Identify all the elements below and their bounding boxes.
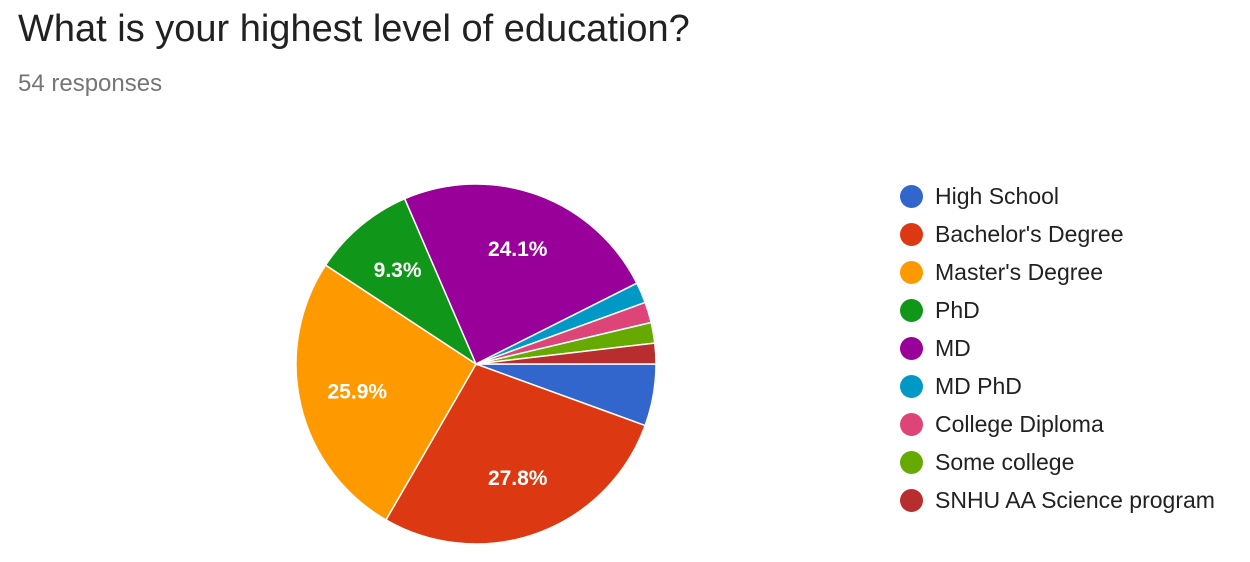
response-count: 54 responses <box>18 70 163 97</box>
legend-swatch <box>900 374 923 398</box>
legend-item-some-college: Some college <box>900 443 1215 481</box>
legend-item-md-phd: MD PhD <box>900 367 1215 405</box>
legend-swatch <box>900 260 923 284</box>
legend-item-master-s-degree: Master's Degree <box>900 253 1215 291</box>
chart-legend: High School Bachelor's Degree Master's Deg… <box>900 177 1215 519</box>
chart-title: What is your highest level of education? <box>18 8 690 50</box>
legend-label: SNHU AA Science program <box>935 486 1215 513</box>
pie-slice-label-md: 24.1% <box>488 238 548 261</box>
legend-item-md: MD <box>900 329 1215 367</box>
legend-label: MD PhD <box>935 372 1022 399</box>
legend-item-college-diploma: College Diploma <box>900 405 1215 443</box>
legend-item-snhu-aa-science-program: SNHU AA Science program <box>900 481 1215 519</box>
pie-slice-label-master-s-degree: 25.9% <box>328 381 388 404</box>
legend-swatch <box>900 450 923 474</box>
legend-swatch <box>900 412 923 436</box>
legend-label: PhD <box>935 296 980 323</box>
legend-item-high-school: High School <box>900 177 1215 215</box>
legend-label: High School <box>935 182 1060 209</box>
legend-item-bachelor-s-degree: Bachelor's Degree <box>900 215 1215 253</box>
legend-swatch <box>900 336 923 360</box>
pie-slice-labels: 27.8% 25.9% 9.3% 24.1% <box>328 238 548 490</box>
legend-label: Master's Degree <box>935 258 1104 285</box>
legend-swatch <box>900 488 923 512</box>
legend-label: Bachelor's Degree <box>935 220 1124 247</box>
legend-label: MD <box>935 334 971 361</box>
legend-item-phd: PhD <box>900 291 1215 329</box>
legend-swatch <box>900 222 923 246</box>
pie-slices <box>295 183 657 545</box>
legend-label: Some college <box>935 448 1075 475</box>
legend-swatch <box>900 184 923 208</box>
pie-slice-phd <box>324 197 478 367</box>
legend-swatch <box>900 298 923 322</box>
pie-slice-label-bachelor-s-degree: 27.8% <box>488 467 548 490</box>
pie-slice-snhu-aa-science-program <box>475 342 657 365</box>
pie-slice-label-phd: 9.3% <box>374 259 422 282</box>
legend-label: College Diploma <box>935 410 1104 437</box>
pie-slice-md <box>403 183 638 366</box>
pie-slice-master-s-degree <box>295 264 478 521</box>
